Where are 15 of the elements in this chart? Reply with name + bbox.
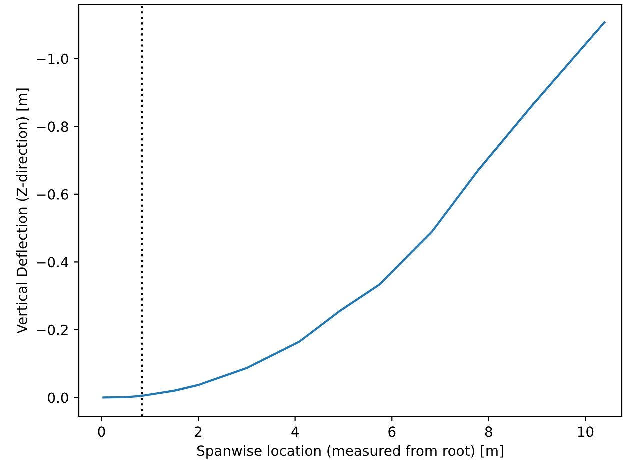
x-tick-label: 8 bbox=[485, 426, 492, 438]
y-tick-label: −0.6 bbox=[37, 189, 68, 200]
y-tick-label: −1.0 bbox=[37, 54, 68, 64]
x-tick-label: 6 bbox=[388, 426, 396, 438]
y-tick-label: 0.0 bbox=[48, 392, 68, 404]
y-tick-label: −0.2 bbox=[37, 324, 68, 336]
x-tick-label: 0 bbox=[98, 426, 106, 438]
x-tick-label: 10 bbox=[578, 426, 594, 438]
x-tick-label: 2 bbox=[195, 426, 202, 437]
y-axis-title: Vertical Deflection (Z-direction) [m] bbox=[16, 88, 29, 334]
x-tick-label: 4 bbox=[292, 426, 299, 437]
x-axis-title: Spanwise location (measured from root) [m] bbox=[197, 445, 504, 459]
line-series bbox=[102, 22, 606, 399]
y-tick-label: −0.4 bbox=[37, 257, 68, 268]
y-tick-label: −0.8 bbox=[37, 122, 68, 132]
